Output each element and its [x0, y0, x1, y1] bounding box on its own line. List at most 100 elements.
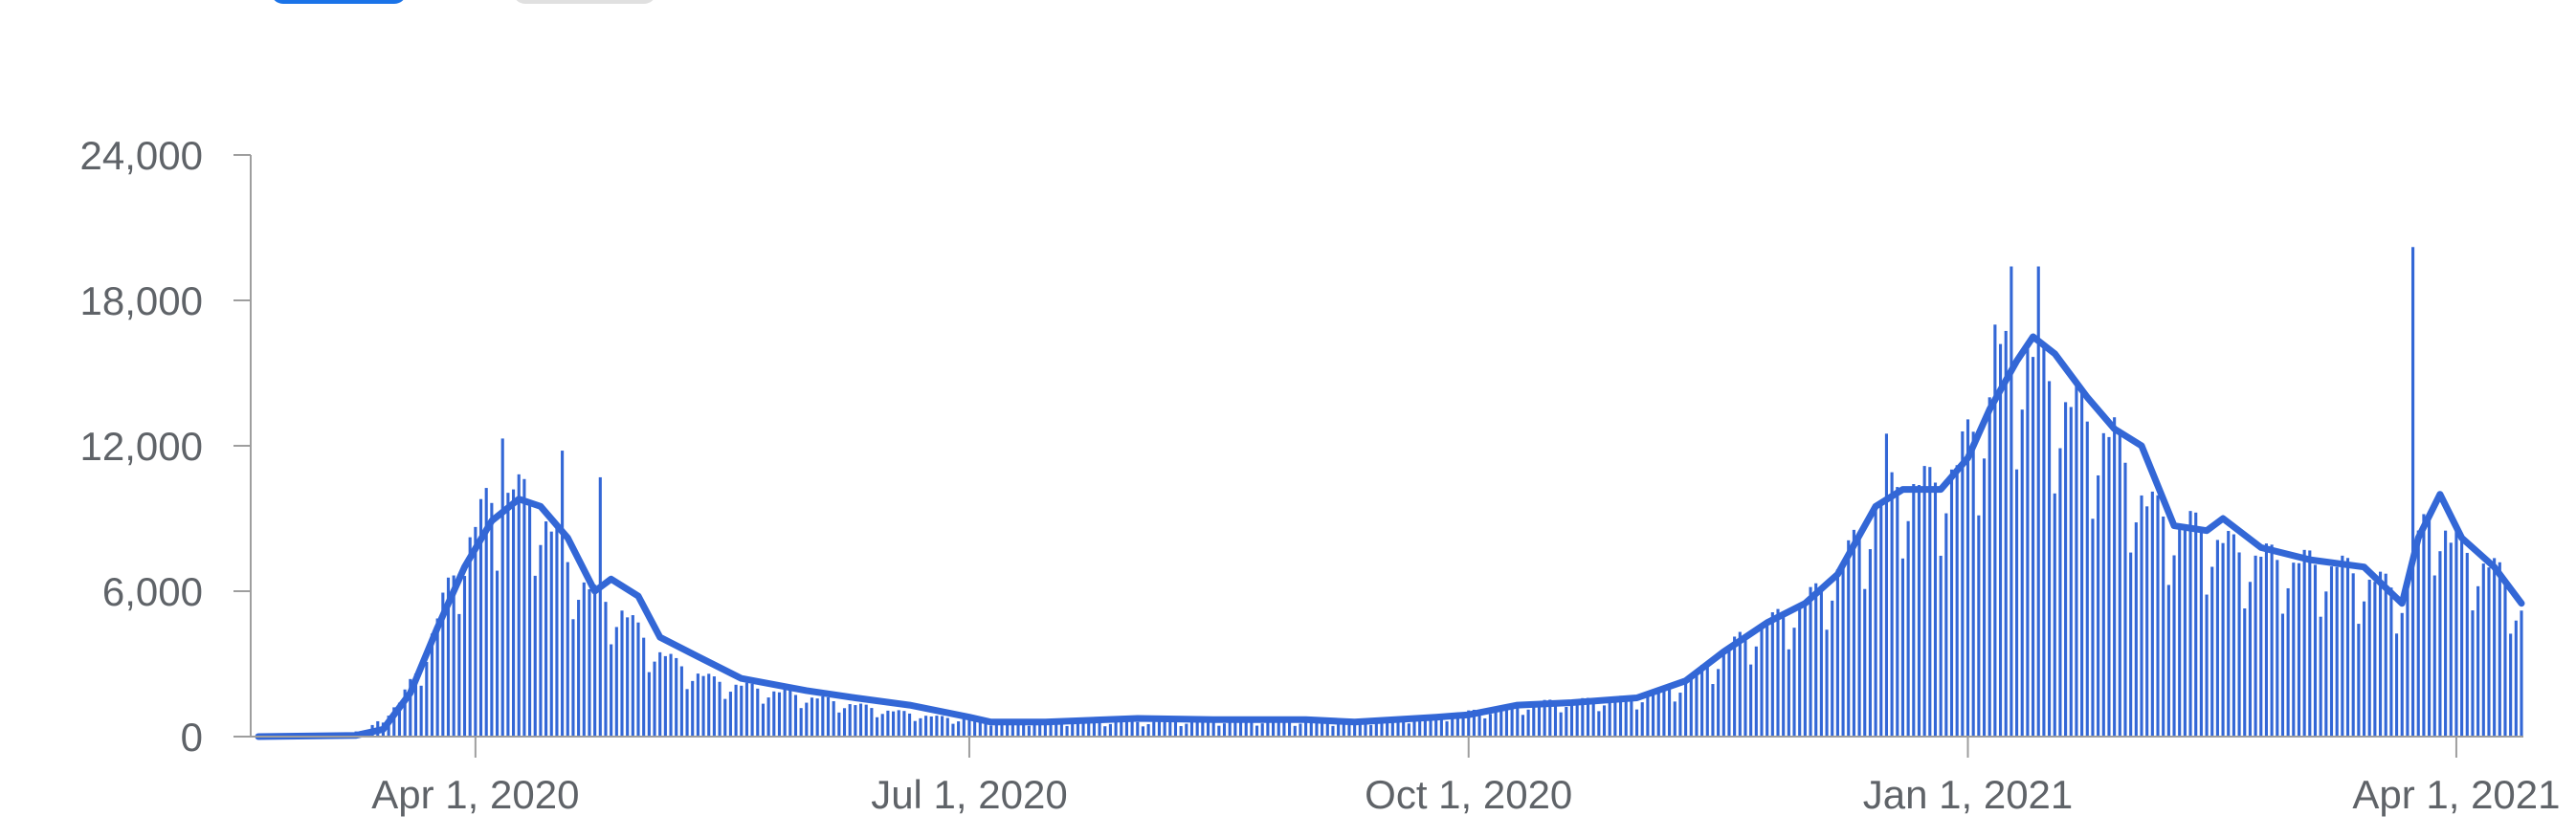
right-toggle-pill[interactable]: [513, 0, 656, 4]
daily-bar: [1374, 722, 1378, 737]
daily-bar: [1831, 600, 1834, 737]
x-tick-label: Apr 1, 2021: [2352, 772, 2560, 817]
daily-bar: [2357, 624, 2361, 737]
daily-bar: [490, 502, 494, 737]
daily-bar: [1201, 719, 1205, 737]
daily-bar: [2199, 530, 2203, 737]
daily-bar: [539, 544, 543, 737]
daily-bar: [1217, 725, 1221, 737]
daily-bar: [1684, 683, 1688, 737]
daily-bar: [1000, 720, 1004, 737]
daily-bar: [478, 498, 483, 737]
daily-bar: [1081, 721, 1085, 737]
daily-bar: [2487, 567, 2491, 737]
daily-bar: [1695, 669, 1699, 737]
daily-bar: [2444, 530, 2448, 737]
left-toggle-pill[interactable]: [271, 0, 407, 4]
daily-bar: [1152, 721, 1156, 737]
daily-bar: [658, 651, 662, 737]
daily-bar: [1407, 723, 1410, 737]
daily-bar: [1787, 649, 1790, 737]
daily-bar: [2416, 530, 2420, 737]
daily-bar: [430, 633, 434, 737]
daily-bar: [1516, 706, 1520, 737]
daily-bar: [691, 680, 695, 737]
daily-bar: [1211, 720, 1215, 737]
daily-bar: [1353, 718, 1357, 737]
daily-bar: [696, 673, 700, 737]
daily-bar: [1526, 709, 1530, 737]
daily-bar: [978, 718, 982, 737]
y-tick-label: 18,000: [80, 278, 203, 323]
daily-bar: [2308, 550, 2312, 737]
daily-bar: [2432, 575, 2436, 737]
daily-bar: [1325, 721, 1329, 737]
daily-bar: [614, 627, 618, 737]
daily-bar: [1108, 723, 1112, 737]
daily-bar: [1120, 721, 1123, 737]
daily-bar: [1634, 709, 1639, 737]
daily-bar: [1868, 549, 1872, 737]
daily-bar: [1749, 664, 1753, 737]
daily-bar: [1928, 467, 1932, 737]
daily-bar: [2166, 584, 2170, 737]
daily-bar: [1277, 719, 1280, 737]
daily-bar: [561, 451, 565, 737]
daily-bar: [452, 575, 455, 737]
daily-bar: [1185, 723, 1188, 737]
daily-bar: [2341, 555, 2344, 737]
daily-bar: [1124, 720, 1128, 737]
daily-bar: [1581, 697, 1585, 737]
daily-bar: [1146, 723, 1150, 737]
daily-bar: [468, 537, 472, 737]
daily-bar: [777, 692, 782, 737]
daily-bar: [2324, 591, 2328, 737]
daily-bar: [1439, 715, 1443, 737]
daily-bars: [256, 247, 2523, 737]
daily-bar: [566, 562, 569, 737]
daily-bar: [409, 678, 412, 737]
daily-bar: [588, 588, 591, 737]
daily-bar: [1461, 713, 1465, 737]
daily-bar: [549, 531, 553, 737]
daily-bar: [2107, 436, 2111, 737]
daily-bar: [2188, 511, 2192, 737]
daily-bar: [2145, 506, 2149, 737]
daily-bar: [2345, 558, 2350, 737]
daily-bar: [1049, 719, 1053, 737]
daily-bar: [2514, 620, 2518, 737]
daily-bar: [1586, 697, 1590, 737]
daily-bar: [484, 488, 488, 737]
daily-bar: [1733, 636, 1737, 737]
daily-bar: [1618, 695, 1623, 737]
daily-bar: [1819, 591, 1823, 737]
daily-bar: [1402, 717, 1406, 737]
daily-bar: [1825, 629, 1829, 737]
daily-bar: [1331, 725, 1335, 737]
daily-bar: [528, 502, 532, 737]
daily-bar: [1711, 684, 1715, 737]
daily-bar: [2384, 573, 2387, 737]
daily-bar: [2335, 566, 2339, 737]
daily-bar: [1488, 714, 1492, 737]
daily-bar: [1591, 700, 1595, 737]
daily-bar: [2264, 543, 2268, 737]
daily-bar: [2113, 417, 2117, 737]
daily-bar: [2313, 564, 2318, 737]
daily-bar: [446, 577, 451, 737]
daily-bar: [2032, 357, 2035, 737]
daily-bar: [2460, 534, 2464, 737]
daily-bar: [2520, 610, 2523, 737]
daily-bar: [544, 521, 548, 737]
daily-bar: [397, 702, 402, 737]
daily-bar: [1922, 466, 1926, 737]
daily-bar: [1765, 624, 1769, 737]
daily-bar: [441, 592, 445, 737]
daily-bar: [1342, 720, 1345, 737]
daily-bar: [2362, 601, 2366, 737]
daily-bar: [1163, 720, 1166, 737]
daily-bar: [1386, 718, 1389, 737]
daily-bar: [457, 613, 461, 737]
daily-bar: [1949, 469, 1954, 737]
daily-bar: [913, 720, 917, 737]
